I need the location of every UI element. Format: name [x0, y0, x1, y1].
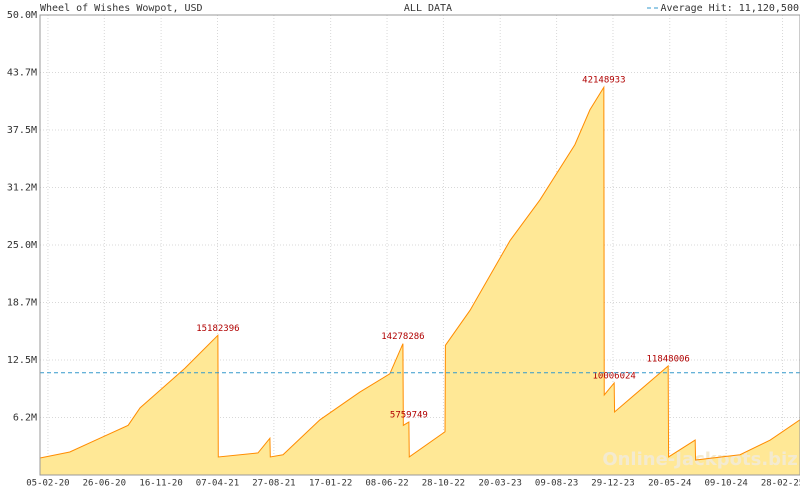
plot-frame: [39, 14, 800, 476]
y-tick-label: 37.5M: [7, 125, 37, 136]
data-label: 42148933: [582, 76, 625, 86]
x-tick-label: 28-10-22: [422, 479, 465, 489]
x-tick-label: 20-05-24: [648, 479, 691, 489]
chart-title: Wheel of Wishes Wowpot, USD: [40, 3, 203, 14]
x-tick-label: 09-08-23: [535, 479, 578, 489]
x-tick-label: 07-04-21: [196, 479, 239, 489]
y-tick-label: 6.2M: [13, 413, 37, 424]
x-tick-label: 05-02-20: [26, 479, 69, 489]
x-tick-label: 28-02-25: [761, 479, 800, 489]
x-tick-label: 26-06-20: [83, 479, 126, 489]
area-fill: [40, 87, 800, 476]
chart-subtitle: ALL DATA: [404, 3, 452, 14]
x-tick-label: 29-12-23: [591, 479, 634, 489]
data-label: 14278286: [381, 332, 424, 342]
data-label: 10006024: [592, 371, 635, 381]
y-tick-label: 18.7M: [7, 298, 37, 309]
x-tick-label: 27-08-21: [252, 479, 295, 489]
x-tick-label: 16-11-20: [139, 479, 182, 489]
y-tick-label: 31.2M: [7, 183, 37, 194]
data-label: 5759749: [390, 411, 428, 421]
y-tick-label: 43.7M: [7, 68, 37, 79]
y-tick-label: 12.5M: [7, 355, 37, 366]
x-tick-label: 17-01-22: [309, 479, 352, 489]
x-tick-label: 08-06-22: [365, 479, 408, 489]
area-line: [39, 85, 800, 461]
x-tick-label: 20-03-23: [479, 479, 522, 489]
data-label: 11848006: [646, 354, 689, 364]
y-tick-label: 50.0M: [7, 10, 37, 21]
average-legend-label: Average Hit: 11,120,500: [661, 3, 799, 14]
data-label: 15182396: [196, 324, 239, 334]
x-tick-label: 09-10-24: [704, 479, 747, 489]
y-tick-label: 25.0M: [7, 240, 37, 251]
